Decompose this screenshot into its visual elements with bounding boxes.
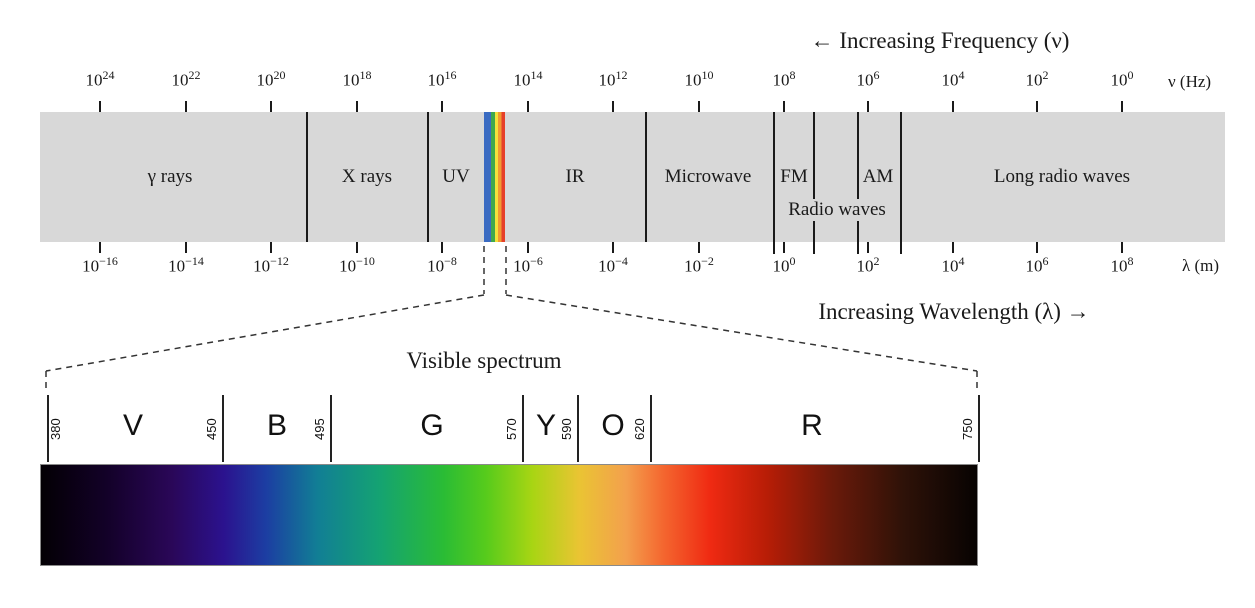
wavelength-tick-label: 100	[772, 254, 796, 276]
frequency-tick	[1121, 101, 1123, 112]
frequency-tick	[270, 101, 272, 112]
frequency-tick-label: 104	[941, 68, 965, 90]
band-divider	[427, 112, 429, 242]
wavelength-tick-label: 106	[1025, 254, 1049, 276]
visible-light-strip	[484, 112, 505, 242]
band-divider	[900, 112, 902, 254]
frequency-tick-label: 100	[1110, 68, 1134, 90]
region-letter-o: O	[601, 409, 625, 442]
electromagnetic-spectrum-bar	[40, 112, 1225, 242]
band-label-ir: IR	[565, 166, 585, 187]
wavelength-tick	[441, 242, 443, 253]
region-letter-g: G	[420, 409, 444, 442]
boundary-line-495	[330, 395, 332, 462]
band-label-microwave: Microwave	[664, 166, 752, 187]
frequency-unit-label: ν (Hz)	[1168, 72, 1212, 91]
increasing-wavelength-heading: Increasing Wavelength (λ) →	[818, 299, 1090, 324]
boundary-wavelength-570: 570	[504, 418, 519, 440]
wavelength-tick	[698, 242, 700, 253]
frequency-tick-label: 1010	[684, 68, 714, 90]
frequency-tick-label: 1020	[256, 68, 286, 90]
wavelength-tick	[185, 242, 187, 253]
boundary-line-590	[577, 395, 579, 462]
wavelength-tick	[612, 242, 614, 253]
frequency-tick-label: 102	[1025, 68, 1049, 90]
wavelength-tick-label: 108	[1110, 254, 1134, 276]
boundary-wavelength-750: 750	[960, 418, 975, 440]
wavelength-tick-label: 10−10	[339, 254, 375, 276]
wavelength-tick-label: 104	[941, 254, 965, 276]
band-label-fm: FM	[780, 166, 808, 187]
band-divider	[773, 112, 775, 254]
frequency-tick	[527, 101, 529, 112]
frequency-tick	[99, 101, 101, 112]
wavelength-tick-label: 10−2	[684, 254, 714, 276]
boundary-line-450	[222, 395, 224, 462]
wavelength-tick	[99, 242, 101, 253]
wavelength-tick-label: 10−14	[168, 254, 204, 276]
boundary-wavelength-450: 450	[204, 418, 219, 440]
frequency-tick	[952, 101, 954, 112]
boundary-line-750	[978, 395, 980, 462]
wavelength-unit-label: λ (m)	[1182, 256, 1220, 275]
frequency-tick	[356, 101, 358, 112]
band-divider	[813, 112, 815, 254]
wavelength-tick	[1036, 242, 1038, 253]
band-label-am: AM	[862, 166, 894, 187]
wavelength-tick-label: 10−4	[598, 254, 628, 276]
wavelength-tick-label: 10−8	[427, 254, 457, 276]
wavelength-tick	[356, 242, 358, 253]
frequency-tick	[1036, 101, 1038, 112]
boundary-wavelength-620: 620	[632, 418, 647, 440]
band-label-uv: UV	[442, 166, 470, 187]
band-label-x-rays: X rays	[341, 166, 393, 187]
region-letter-r: R	[801, 409, 823, 442]
frequency-tick-label: 1024	[85, 68, 115, 90]
region-letter-y: Y	[535, 409, 557, 442]
boundary-wavelength-495: 495	[312, 418, 327, 440]
wavelength-tick-label: 10−16	[82, 254, 118, 276]
boundary-wavelength-590: 590	[559, 418, 574, 440]
wavelength-tick	[952, 242, 954, 253]
wavelength-tick	[867, 242, 869, 253]
frequency-tick	[783, 101, 785, 112]
wavelength-tick-label: 10−12	[253, 254, 289, 276]
frequency-tick-label: 1014	[513, 68, 543, 90]
frequency-tick-label: 106	[856, 68, 880, 90]
frequency-tick	[185, 101, 187, 112]
visible-spectrum-title: Visible spectrum	[406, 348, 562, 373]
frequency-tick-label: 108	[772, 68, 796, 90]
frequency-tick-label: 1018	[342, 68, 372, 90]
frequency-tick	[698, 101, 700, 112]
band-divider	[306, 112, 308, 242]
frequency-tick-label: 1016	[427, 68, 457, 90]
frequency-tick	[441, 101, 443, 112]
frequency-tick-label: 1022	[171, 68, 201, 90]
wavelength-tick	[783, 242, 785, 253]
boundary-line-570	[522, 395, 524, 462]
visible-spectrum-gradient-bar	[40, 464, 978, 566]
increasing-frequency-heading: ← Increasing Frequency (ν)	[810, 28, 1070, 53]
band-divider	[857, 112, 859, 254]
boundary-line-380	[47, 395, 49, 462]
boundary-line-620	[650, 395, 652, 462]
wavelength-tick	[270, 242, 272, 253]
frequency-tick	[867, 101, 869, 112]
wavelength-tick	[1121, 242, 1123, 253]
wavelength-tick-label: 10−6	[513, 254, 543, 276]
wavelength-tick	[527, 242, 529, 253]
region-letter-b: B	[266, 409, 288, 442]
frequency-tick	[612, 101, 614, 112]
frequency-tick-label: 1012	[598, 68, 628, 90]
wavelength-tick-label: 102	[856, 254, 880, 276]
band-label-long-radio-waves: Long radio waves	[993, 166, 1131, 187]
band-divider	[645, 112, 647, 242]
region-letter-v: V	[122, 409, 144, 442]
radio-waves-label: Radio waves	[784, 199, 890, 221]
boundary-wavelength-380: 380	[48, 418, 63, 440]
band-label-γ-rays: γ rays	[147, 166, 193, 187]
